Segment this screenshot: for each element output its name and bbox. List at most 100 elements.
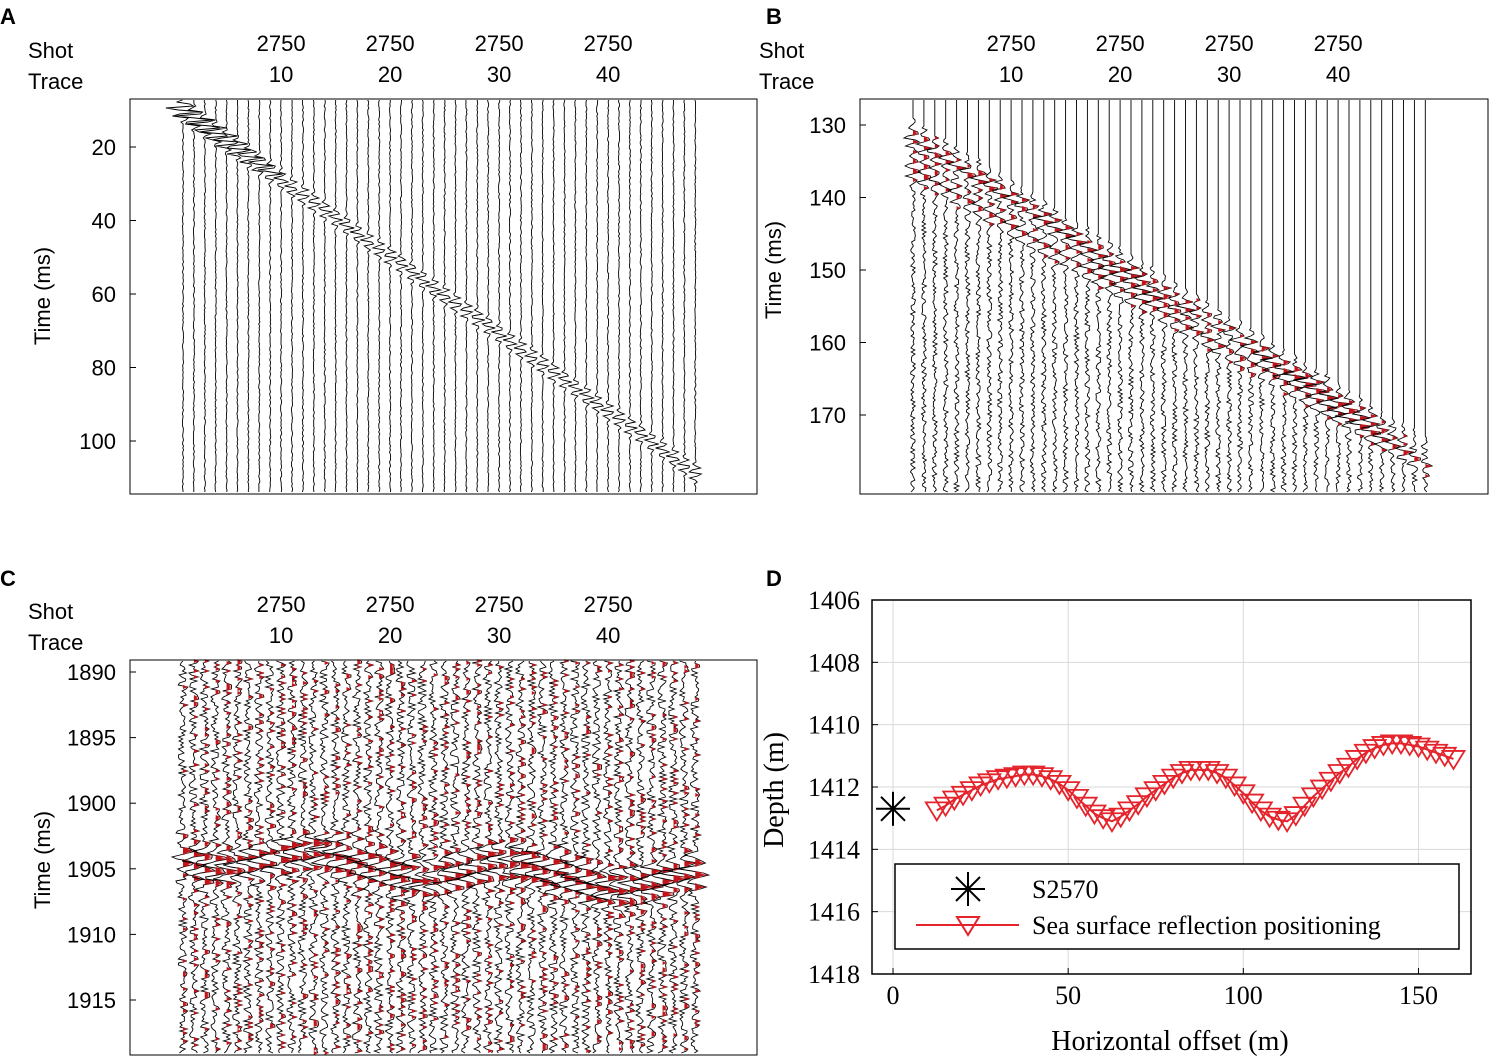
seismic-trace	[317, 99, 333, 493]
seismic-trace	[225, 100, 252, 493]
trace-positive-fill	[313, 965, 318, 969]
trace-positive-fill	[673, 987, 678, 991]
trace-positive-fill	[913, 160, 919, 164]
trace-positive-fill	[586, 661, 590, 665]
trace-positive-fill	[673, 801, 678, 805]
trace-positive-fill	[619, 957, 624, 961]
trace-positive-fill	[335, 857, 344, 861]
trace-positive-fill	[422, 739, 427, 743]
trace-positive-fill	[422, 679, 427, 683]
trace-positive-fill	[531, 823, 537, 827]
trace-positive-fill	[422, 901, 428, 905]
trace-positive-fill	[379, 975, 384, 979]
trace-positive-fill	[640, 927, 645, 931]
panel-c-traces	[170, 659, 711, 1055]
trace-positive-fill	[586, 731, 591, 735]
trace-positive-fill	[1207, 322, 1212, 326]
trace-positive-fill	[357, 661, 362, 665]
trace-positive-fill	[302, 1025, 308, 1029]
trace-positive-fill	[1283, 392, 1289, 396]
trace-positive-fill	[422, 881, 432, 885]
trace-positive-fill	[368, 855, 380, 859]
seismic-trace	[946, 100, 967, 493]
trace-positive-fill	[368, 869, 376, 873]
trace-positive-fill	[695, 833, 701, 837]
trace-positive-fill	[346, 983, 351, 987]
trace-positive-fill	[237, 1025, 242, 1029]
panel-d: D 0 50 100 150 1406140814101412141414161418…	[759, 566, 1472, 1057]
trace-positive-fill	[313, 993, 319, 997]
trace-positive-fill	[651, 805, 656, 809]
trace-positive-fill	[520, 709, 525, 713]
trace-positive-fill	[629, 813, 635, 817]
trace-positive-fill	[510, 979, 515, 983]
trace-positive-fill	[455, 931, 460, 935]
trace-positive-fill	[684, 887, 692, 891]
trace-positive-fill	[608, 927, 614, 931]
seismic-trace	[568, 99, 583, 493]
trace-positive-fill	[913, 150, 918, 154]
trace-positive-fill	[390, 933, 395, 937]
trace-positive-fill	[662, 777, 668, 781]
trace-positive-fill	[967, 174, 977, 178]
trace-positive-fill	[1240, 342, 1246, 346]
trace-positive-fill	[1032, 206, 1037, 210]
trace-positive-fill	[313, 803, 318, 807]
trace-positive-fill	[226, 923, 231, 927]
trace-positive-fill	[640, 1037, 645, 1041]
trace-positive-fill	[455, 985, 460, 989]
trace-positive-fill	[368, 715, 373, 719]
trace-positive-fill	[651, 831, 657, 835]
trace-positive-fill	[510, 875, 522, 879]
trace-positive-fill	[662, 917, 667, 921]
trace-positive-fill	[640, 993, 645, 997]
trace-positive-fill	[390, 765, 396, 769]
trace-positive-fill	[215, 1007, 220, 1011]
trace-positive-fill	[313, 997, 319, 1001]
trace-positive-fill	[956, 184, 962, 188]
trace-positive-fill	[488, 943, 493, 947]
seismic-trace	[502, 99, 519, 493]
trace-positive-fill	[945, 178, 950, 182]
trace-positive-fill	[695, 887, 701, 891]
trace-positive-fill	[335, 705, 340, 709]
trace-positive-fill	[695, 939, 700, 943]
trace-positive-fill	[215, 883, 221, 887]
trace-positive-fill	[204, 881, 214, 885]
trace-positive-fill	[1196, 314, 1202, 318]
trace-positive-fill	[204, 969, 209, 973]
trace-positive-fill	[466, 755, 471, 759]
trace-positive-fill	[553, 1001, 559, 1005]
trace-positive-fill	[629, 889, 635, 893]
trace-positive-fill	[292, 741, 297, 745]
legend-triangle-marker	[955, 916, 981, 937]
trace-positive-fill	[1043, 244, 1052, 248]
seismic-trace	[523, 100, 539, 493]
trace-positive-fill	[542, 967, 548, 971]
seismic-trace	[1055, 100, 1077, 493]
trace-positive-fill	[477, 683, 481, 687]
trace-positive-fill	[368, 911, 373, 915]
trace-positive-fill	[542, 757, 547, 761]
trace-positive-fill	[444, 851, 453, 855]
trace-positive-fill	[575, 857, 580, 861]
seismic-trace	[199, 99, 229, 493]
trace-positive-fill	[488, 671, 492, 675]
trace-positive-fill	[302, 671, 307, 675]
trace-positive-fill	[357, 827, 361, 831]
trace-positive-fill	[433, 865, 447, 869]
trace-positive-fill	[629, 799, 635, 803]
trace-positive-fill	[302, 697, 308, 701]
trace-positive-fill	[695, 787, 700, 791]
trace-positive-fill	[1338, 422, 1342, 426]
shot-value-label: 2750	[475, 592, 524, 617]
data-point-triangle	[932, 796, 959, 818]
trace-positive-fill	[695, 719, 701, 723]
trace-positive-fill	[673, 723, 678, 727]
trace-positive-fill	[640, 671, 646, 675]
trace-positive-fill	[673, 1011, 679, 1015]
trace-positive-fill	[390, 877, 394, 881]
trace-positive-fill	[368, 663, 374, 667]
trace-positive-fill	[292, 811, 297, 815]
trace-positive-fill	[1076, 250, 1082, 254]
